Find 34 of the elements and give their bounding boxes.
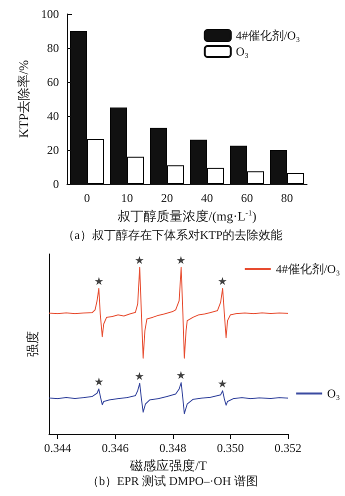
x-axis-title: 磁感应强度/T xyxy=(129,458,207,473)
annotation: ★ xyxy=(94,376,104,388)
annotation: ★ xyxy=(176,254,186,267)
y-tick-label: 20 xyxy=(47,143,59,157)
annotation: ★ xyxy=(134,254,145,267)
annotation: ★ xyxy=(218,276,228,288)
y-tick-label: 40 xyxy=(47,109,59,123)
y-tick-label: 60 xyxy=(47,75,59,89)
x-tick-label: 60 xyxy=(241,191,253,205)
y-tick-label: 100 xyxy=(41,7,59,21)
x-tick-label: 0.352 xyxy=(274,441,302,455)
annotation: ★ xyxy=(176,370,186,382)
x-tick-label: 20 xyxy=(161,191,173,205)
legend-label: O₃ xyxy=(236,44,249,58)
x-tick-label: 0.348 xyxy=(159,441,186,455)
legend-label: O₃ xyxy=(327,386,340,401)
y-axis-title: KTP去除率/% xyxy=(16,60,32,138)
x-tick-label: 0 xyxy=(84,191,90,205)
annotation: ★ xyxy=(134,370,145,383)
annotation: ★ xyxy=(94,276,104,288)
x-tick-label: 0.350 xyxy=(216,441,244,455)
annotation: ★ xyxy=(218,378,228,390)
y-tick-label: 0 xyxy=(53,177,59,191)
y-tick-label: 80 xyxy=(47,41,59,55)
x-tick-label: 40 xyxy=(201,191,213,205)
legend-label: 4#催化剂/O₃ xyxy=(276,262,340,276)
text: （b）EPR 测试 DMPO–·OH 谱图 xyxy=(86,474,258,488)
y-axis-title: 强度 xyxy=(25,331,40,357)
legend-label: 4#催化剂/O₃ xyxy=(236,28,300,42)
x-tick-label: 80 xyxy=(281,191,293,205)
x-tick-label: 0.346 xyxy=(102,441,129,455)
x-tick-label: 0.344 xyxy=(44,441,72,455)
text: （a）叔丁醇存在下体系对KTP的去除效能 xyxy=(62,228,282,242)
x-tick-label: 10 xyxy=(121,191,133,205)
